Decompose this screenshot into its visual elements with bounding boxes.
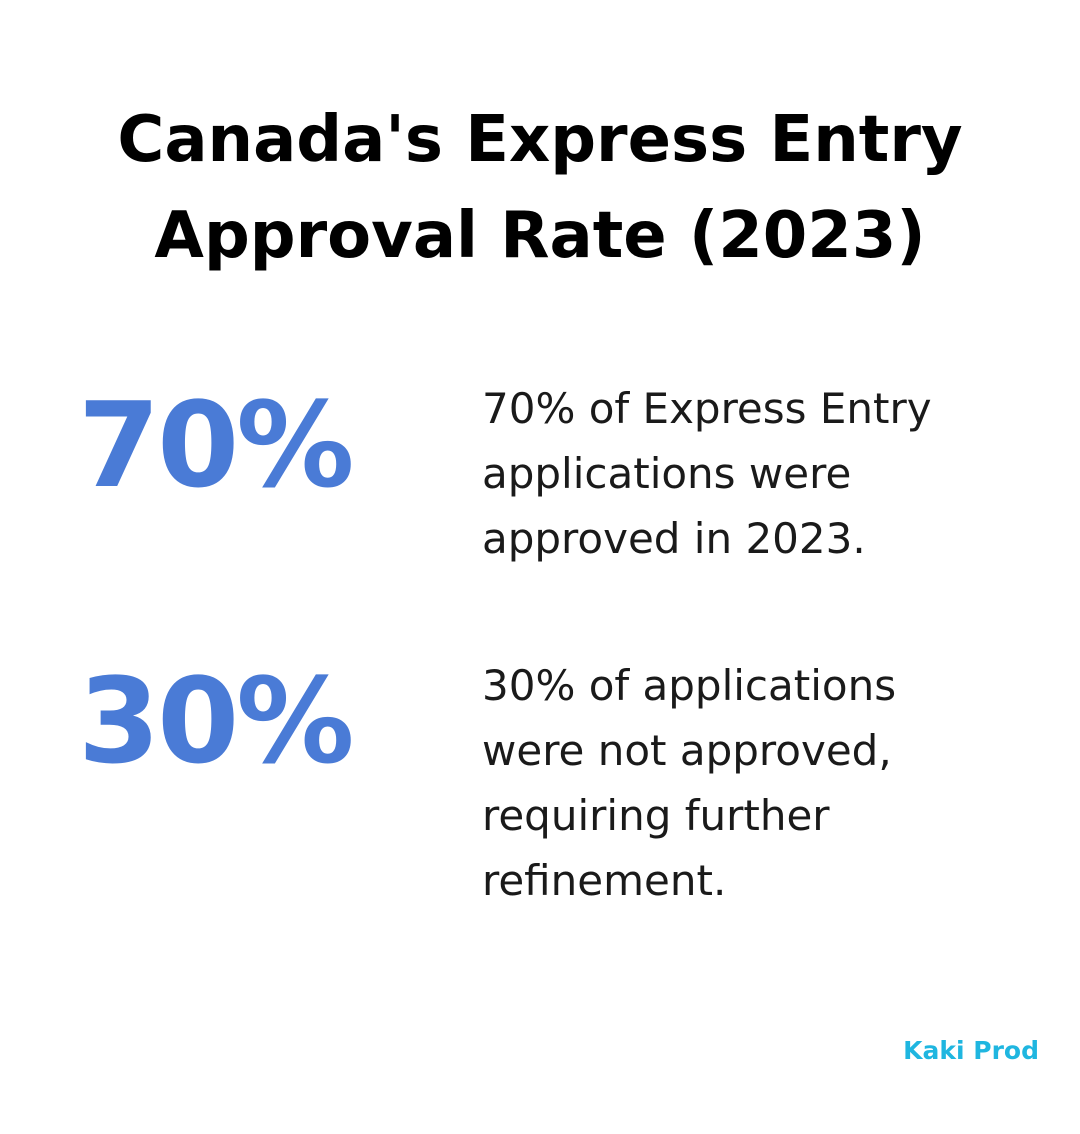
stat-description-line: were not approved, <box>482 726 892 775</box>
stat-description-line: refinement. <box>482 856 727 905</box>
stat-description-line: applications were <box>482 449 852 498</box>
stat-description-line: 30% of applications <box>482 661 897 710</box>
stat-description-not-approved: 30% of applications were not approved, r… <box>482 653 1042 913</box>
brand-logo: Kaki Prod <box>903 1036 1039 1065</box>
stat-value-approved: 70% <box>78 376 354 514</box>
title-line-2: Approval Rate (2023) <box>154 199 926 273</box>
stat-description-approved: 70% of Express Entry applications were a… <box>482 376 1042 571</box>
title-line-1: Canada's Express Entry <box>117 103 963 177</box>
page-title: Canada's Express Entry Approval Rate (20… <box>0 92 1080 284</box>
stat-description-line: approved in 2023. <box>482 514 866 563</box>
stat-value-not-approved: 30% <box>78 652 354 790</box>
stat-description-line: requiring further <box>482 791 830 840</box>
stat-description-line: 70% of Express Entry <box>482 384 932 433</box>
